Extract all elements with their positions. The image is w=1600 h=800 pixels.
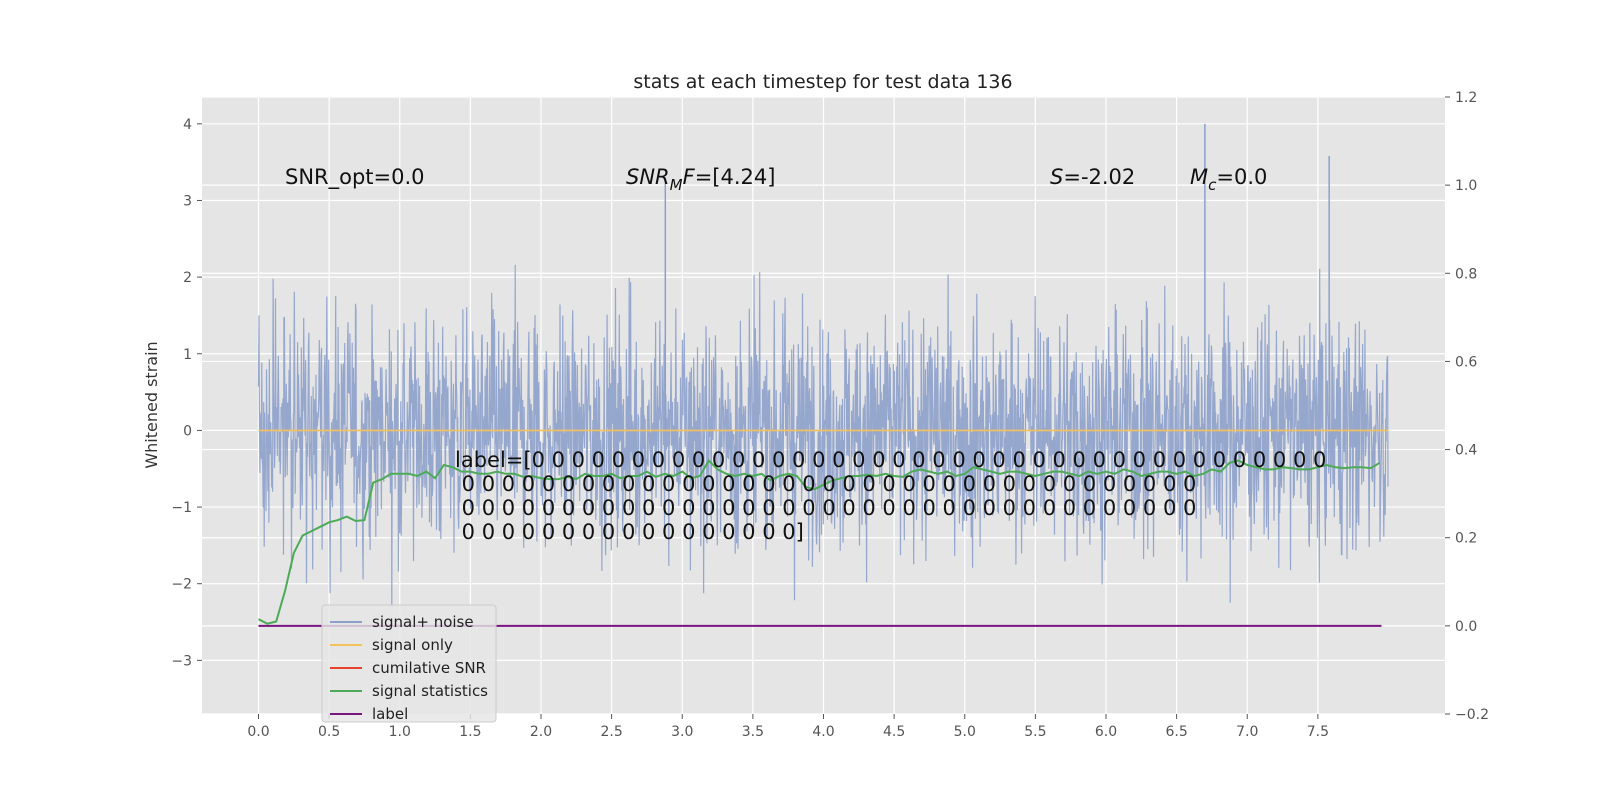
mc-annotation: Mc=0.0 (1190, 165, 1267, 194)
legend-entry-label: signal+ noise (372, 613, 474, 631)
y-tick-label: 4 (183, 117, 192, 133)
label-line-2: 0 0 0 0 0 0 0 0 0 0 0 0 0 0 0 0 0 0 0 0 … (455, 472, 1196, 496)
x-tick-label: 0.5 (318, 724, 340, 740)
y-tick-label: 0 (183, 423, 192, 439)
snr-mf-subscript: M (670, 176, 683, 194)
snr-mf-symbol: SNR (626, 165, 670, 189)
y-tick-label: −1 (171, 500, 192, 516)
y-right-tick-label: −0.2 (1455, 707, 1489, 723)
snr-mf-value: =[4.24] (695, 165, 776, 189)
legend-entry-label: signal statistics (372, 682, 488, 700)
x-tick-label: 4.5 (883, 724, 905, 740)
legend-box (321, 604, 497, 723)
x-tick-label: 2.0 (530, 724, 552, 740)
axes: 0.0 0.5 1.0 1.5 2.0 2.5 3.0 3.5 4.0 4.5 5.0 5.5 6.0 6… (171, 90, 1489, 740)
y-axis-label: Whitened strain (142, 341, 161, 468)
s-annotation: S=-2.02 (1050, 165, 1135, 189)
legend-entry-label: label (372, 705, 408, 723)
x-tick-label: 1.0 (389, 724, 411, 740)
y-right-tick-label: 0.0 (1455, 619, 1477, 635)
mc-symbol: M (1190, 165, 1208, 189)
x-tick-label: 0.0 (247, 724, 269, 740)
y-tick-label: −2 (171, 577, 192, 593)
y-right-tick-label: 0.2 (1455, 531, 1477, 547)
y-right-tick-label: 1.2 (1455, 90, 1477, 106)
snr-mf-annotation: SNRMF=[4.24] (626, 165, 775, 194)
y-right-tick-label: 0.4 (1455, 443, 1477, 459)
signal-statistics-series (258, 458, 1381, 625)
x-tick-label: 2.5 (600, 724, 622, 740)
legend: signal+ noise signal only cumilative SNR si… (321, 604, 497, 723)
s-symbol: S (1050, 165, 1063, 189)
y-right-tick-label: 1.0 (1455, 178, 1477, 194)
chart-title: stats at each timestep for test data 136 (633, 71, 1012, 93)
x-tick-label: 5.5 (1024, 724, 1046, 740)
mc-value: =0.0 (1216, 165, 1267, 189)
label-line-1: label=[0 0 0 0 0 0 0 0 0 0 0 0 0 0 0 0 0… (455, 448, 1326, 472)
x-tick-label: 3.0 (671, 724, 693, 740)
y-tick-label: −3 (171, 653, 192, 669)
x-tick-label: 5.0 (954, 724, 976, 740)
snr-opt-annotation: SNR_opt=0.0 (285, 165, 425, 190)
x-tick-label: 6.5 (1165, 724, 1187, 740)
mc-subscript: c (1208, 176, 1217, 194)
s-value: =-2.02 (1063, 165, 1135, 189)
x-tick-label: 3.5 (742, 724, 764, 740)
x-tick-label: 1.5 (459, 724, 481, 740)
y-tick-label: 1 (183, 347, 192, 363)
y-right-tick-label: 0.6 (1455, 354, 1477, 370)
label-line-4: 0 0 0 0 0 0 0 0 0 0 0 0 0 0 0 0 0] (455, 520, 804, 544)
legend-entry-label: signal only (372, 636, 453, 654)
x-tick-label: 7.0 (1236, 724, 1258, 740)
label-line-3: 0 0 0 0 0 0 0 0 0 0 0 0 0 0 0 0 0 0 0 0 … (455, 496, 1196, 520)
snr-mf-f: F (683, 165, 696, 189)
y-tick-label: 2 (183, 270, 192, 286)
legend-entry-label: cumilative SNR (372, 659, 486, 677)
x-tick-label: 4.0 (812, 724, 834, 740)
stat-annotations: SNR_opt=0.0 SNRMF=[4.24] S=-2.02 Mc=0.0 (285, 165, 1267, 194)
x-tick-label: 7.5 (1307, 724, 1329, 740)
label-annotation: label=[0 0 0 0 0 0 0 0 0 0 0 0 0 0 0 0 0… (455, 448, 1326, 544)
y-tick-label: 3 (183, 193, 192, 209)
y-right-tick-label: 0.8 (1455, 266, 1477, 282)
x-tick-label: 6.0 (1095, 724, 1117, 740)
